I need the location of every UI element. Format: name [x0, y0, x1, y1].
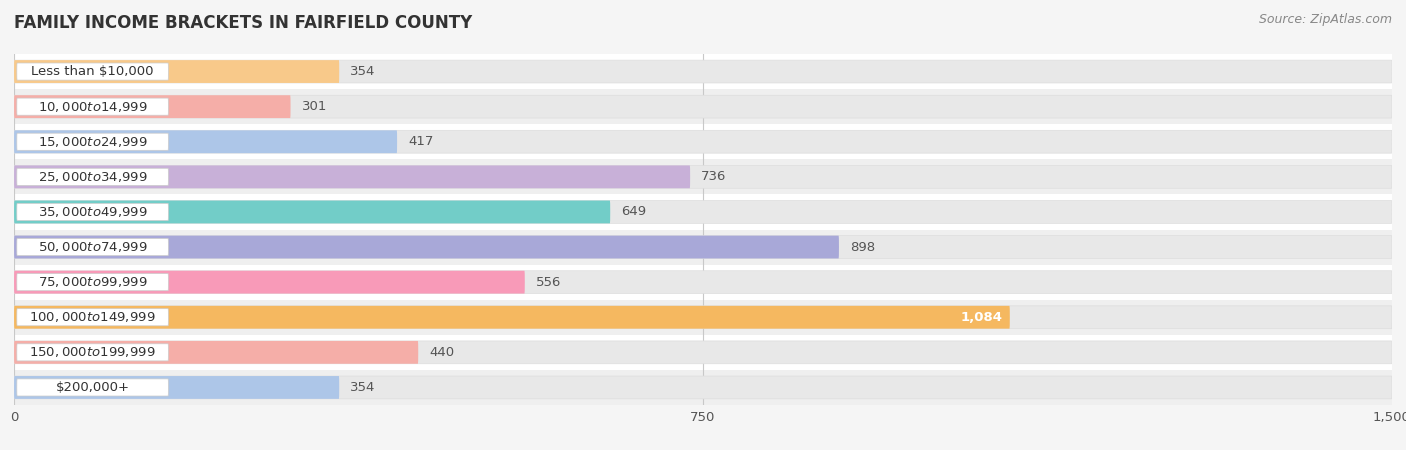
FancyBboxPatch shape — [14, 271, 524, 293]
FancyBboxPatch shape — [14, 166, 1392, 188]
Text: $150,000 to $199,999: $150,000 to $199,999 — [30, 345, 156, 360]
Bar — [14, 370, 1392, 405]
Bar — [14, 335, 1392, 370]
Text: 440: 440 — [429, 346, 454, 359]
FancyBboxPatch shape — [17, 379, 169, 396]
FancyBboxPatch shape — [14, 95, 1392, 118]
FancyBboxPatch shape — [17, 309, 169, 326]
FancyBboxPatch shape — [17, 344, 169, 361]
FancyBboxPatch shape — [14, 376, 339, 399]
FancyBboxPatch shape — [14, 236, 1392, 258]
Text: FAMILY INCOME BRACKETS IN FAIRFIELD COUNTY: FAMILY INCOME BRACKETS IN FAIRFIELD COUN… — [14, 14, 472, 32]
Text: $100,000 to $149,999: $100,000 to $149,999 — [30, 310, 156, 324]
FancyBboxPatch shape — [14, 60, 339, 83]
Text: $15,000 to $24,999: $15,000 to $24,999 — [38, 135, 148, 149]
FancyBboxPatch shape — [14, 201, 1392, 223]
Text: 354: 354 — [350, 65, 375, 78]
FancyBboxPatch shape — [17, 274, 169, 291]
FancyBboxPatch shape — [17, 98, 169, 115]
Text: 354: 354 — [350, 381, 375, 394]
FancyBboxPatch shape — [17, 133, 169, 150]
Bar — [14, 124, 1392, 159]
FancyBboxPatch shape — [14, 130, 396, 153]
FancyBboxPatch shape — [14, 130, 1392, 153]
Text: 649: 649 — [621, 206, 647, 218]
Bar — [14, 300, 1392, 335]
Text: 1,084: 1,084 — [960, 311, 1002, 324]
FancyBboxPatch shape — [14, 236, 839, 258]
Text: 556: 556 — [536, 276, 561, 288]
FancyBboxPatch shape — [17, 238, 169, 256]
Bar — [14, 54, 1392, 89]
Bar — [14, 159, 1392, 194]
FancyBboxPatch shape — [14, 60, 1392, 83]
Bar — [14, 89, 1392, 124]
FancyBboxPatch shape — [14, 95, 291, 118]
FancyBboxPatch shape — [14, 306, 1010, 328]
FancyBboxPatch shape — [14, 271, 1392, 293]
FancyBboxPatch shape — [14, 376, 1392, 399]
FancyBboxPatch shape — [14, 341, 418, 364]
FancyBboxPatch shape — [17, 168, 169, 185]
Bar — [14, 194, 1392, 230]
Text: $35,000 to $49,999: $35,000 to $49,999 — [38, 205, 148, 219]
Text: $50,000 to $74,999: $50,000 to $74,999 — [38, 240, 148, 254]
FancyBboxPatch shape — [17, 203, 169, 220]
Text: $75,000 to $99,999: $75,000 to $99,999 — [38, 275, 148, 289]
Bar — [14, 265, 1392, 300]
Text: 417: 417 — [408, 135, 433, 148]
FancyBboxPatch shape — [14, 341, 1392, 364]
FancyBboxPatch shape — [14, 306, 1392, 328]
Text: $10,000 to $14,999: $10,000 to $14,999 — [38, 99, 148, 114]
FancyBboxPatch shape — [17, 63, 169, 80]
Text: 736: 736 — [702, 171, 727, 183]
Text: $200,000+: $200,000+ — [56, 381, 129, 394]
Text: 301: 301 — [301, 100, 328, 113]
Text: Source: ZipAtlas.com: Source: ZipAtlas.com — [1258, 14, 1392, 27]
Text: $25,000 to $34,999: $25,000 to $34,999 — [38, 170, 148, 184]
Bar — [14, 230, 1392, 265]
FancyBboxPatch shape — [14, 166, 690, 188]
Text: Less than $10,000: Less than $10,000 — [31, 65, 153, 78]
FancyBboxPatch shape — [14, 201, 610, 223]
Text: 898: 898 — [851, 241, 875, 253]
